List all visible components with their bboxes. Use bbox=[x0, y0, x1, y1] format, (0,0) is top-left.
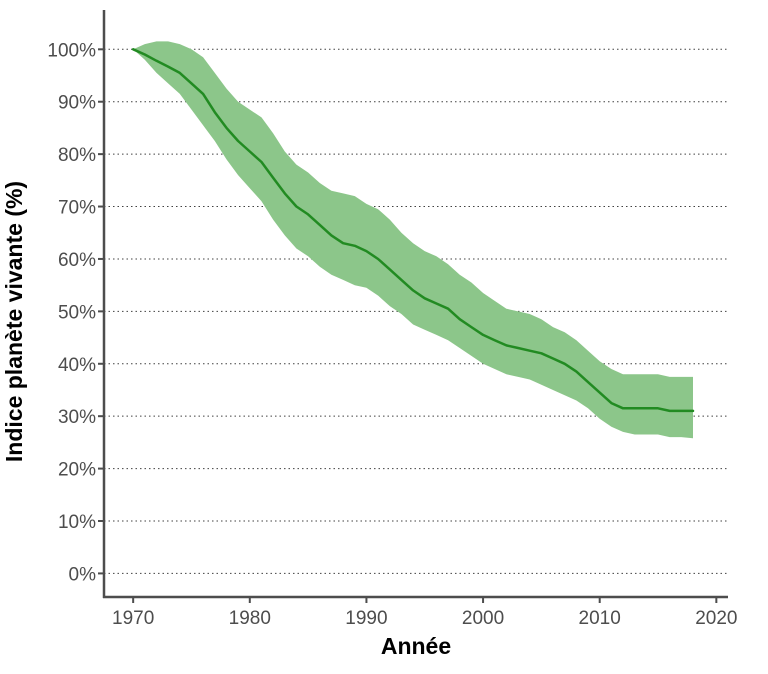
axes bbox=[98, 10, 728, 603]
x-tick-label: 2020 bbox=[695, 608, 737, 629]
y-tick-label: 90% bbox=[58, 93, 96, 114]
x-tick-label: 2010 bbox=[579, 608, 621, 629]
x-tick-label: 1970 bbox=[112, 608, 154, 629]
y-tick-label: 80% bbox=[58, 145, 96, 166]
y-tick-label: 50% bbox=[58, 302, 96, 323]
y-tick-labels: 0% 10% 20% 30% 40% 50% 60% 70% 80% 90% 100% bbox=[47, 40, 96, 585]
y-axis-title: Indice planète vivante (%) bbox=[1, 181, 27, 462]
y-tick-label: 30% bbox=[58, 407, 96, 428]
x-tick-label: 1980 bbox=[229, 608, 271, 629]
y-tick-label: 40% bbox=[58, 355, 96, 376]
x-axis-title: Année bbox=[381, 633, 451, 659]
x-tick-label: 2000 bbox=[462, 608, 504, 629]
series-line-layer bbox=[131, 48, 695, 413]
index-line bbox=[131, 48, 695, 413]
y-tick-label: 20% bbox=[58, 460, 96, 481]
y-tick-label: 10% bbox=[58, 512, 96, 533]
y-tick-label: 70% bbox=[58, 198, 96, 219]
y-tick-label: 0% bbox=[69, 564, 97, 585]
y-tick-label: 100% bbox=[47, 40, 96, 61]
x-tick-label: 1990 bbox=[345, 608, 387, 629]
confidence-band bbox=[133, 41, 693, 439]
y-tick-label: 60% bbox=[58, 250, 96, 271]
x-tick-labels: 1970 1980 1990 2000 2010 2020 bbox=[112, 608, 737, 629]
confidence-band-layer bbox=[133, 41, 693, 439]
